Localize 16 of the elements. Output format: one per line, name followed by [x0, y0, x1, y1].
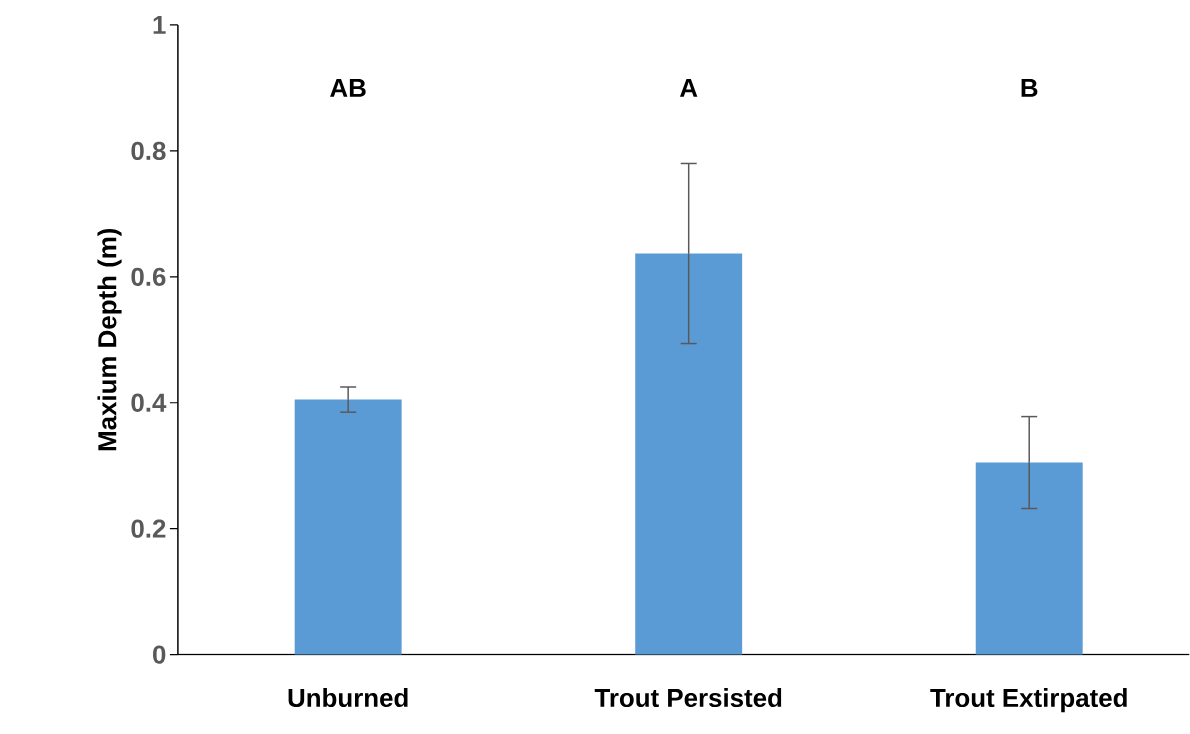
bar	[635, 253, 743, 655]
y-axis-title: Maxium Depth (m)	[97, 229, 122, 451]
x-tick-label: Trout Extirpated	[930, 688, 1127, 713]
annotation: AB	[330, 79, 366, 98]
y-tick-label: 0.8	[131, 141, 166, 161]
annotation: A	[679, 79, 698, 98]
y-tick-label: 1	[153, 16, 166, 35]
y-tick-label: 0.4	[131, 393, 167, 413]
y-tick-label: 0.2	[131, 519, 166, 539]
x-tick-label: Trout Persisted	[594, 688, 782, 708]
y-tick-label: 0	[153, 645, 166, 664]
y-tick-label: 0.6	[131, 267, 166, 287]
bar	[294, 399, 402, 655]
annotation: B	[1021, 79, 1038, 98]
x-tick-label: Unburned	[288, 688, 408, 708]
bar	[975, 462, 1083, 655]
